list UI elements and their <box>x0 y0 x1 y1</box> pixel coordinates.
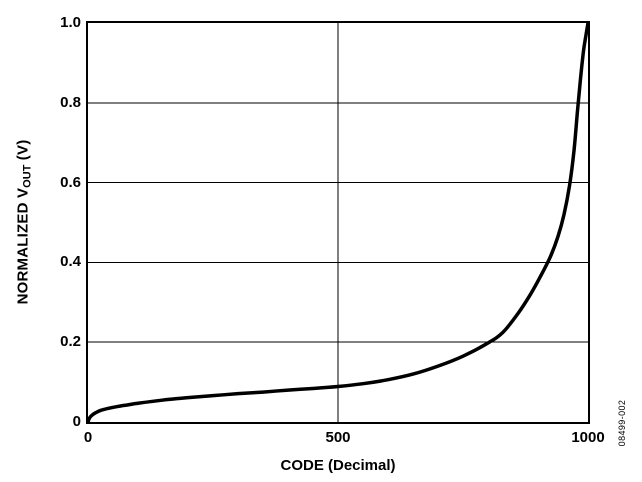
figure-number: 08499-002 <box>617 399 627 447</box>
y-axis-title-unit: (V) <box>14 139 32 165</box>
y-tick-label-0.2: 0.2 <box>60 333 81 351</box>
y-axis-title-subscript: OUT <box>21 164 34 188</box>
y-tick-label-1.0: 1.0 <box>60 14 81 31</box>
y-tick-label-0.8: 0.8 <box>60 93 81 111</box>
y-axis-title-main: NORMALIZED V <box>14 187 32 305</box>
y-tick-label-0.4: 0.4 <box>60 253 81 271</box>
plot-canvas <box>86 21 590 424</box>
y-axis-title: NORMALIZED VOUT (V) <box>14 139 34 305</box>
curve-normalized_vout_vs_code <box>86 21 590 424</box>
y-tick-label-0: 0 <box>72 413 81 430</box>
x-tick-label-0: 0 <box>83 429 93 446</box>
x-axis-title: CODE (Decimal) <box>280 457 396 474</box>
y-tick-label-0.6: 0.6 <box>60 173 81 191</box>
plot-area <box>86 21 590 424</box>
x-tick-label-1000: 1000 <box>571 429 605 446</box>
x-tick-label-500: 500 <box>325 429 351 446</box>
